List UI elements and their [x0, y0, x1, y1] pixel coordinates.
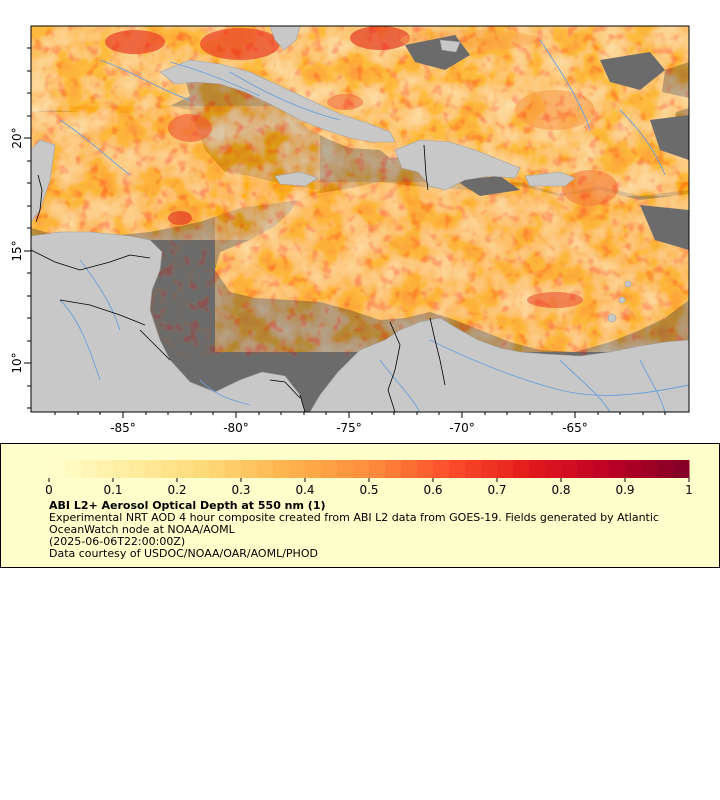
- colorbar-cell: [241, 460, 258, 478]
- colorbar-cell: [657, 460, 674, 478]
- rivers: [59, 39, 689, 412]
- legend-title: ABI L2+ Aerosol Optical Depth at 550 nm …: [49, 499, 326, 512]
- colorbar-cell: [353, 460, 370, 478]
- colorbar-tick-label: 0.9: [615, 483, 634, 497]
- colorbar-cell: [113, 460, 130, 478]
- colorbar-cell: [305, 460, 322, 478]
- colorbar-tick-label: 0.3: [231, 483, 250, 497]
- colorbar-tick-label: 0.6: [423, 483, 442, 497]
- colorbar-tick-label: 0.5: [359, 483, 378, 497]
- colorbar-cell: [225, 460, 242, 478]
- lon-tick-label: -85°: [110, 421, 136, 435]
- colorbar-cell: [273, 460, 290, 478]
- lon-ticks: [54, 412, 666, 418]
- colorbar-cell: [625, 460, 642, 478]
- colorbar-ticks: [48, 478, 690, 482]
- colorbar-cell: [673, 460, 690, 478]
- colorbar-cell: [289, 460, 306, 478]
- nodata-gaps: [405, 35, 689, 250]
- colorbar-cell: [193, 460, 210, 478]
- colorbar-tick-label: 1: [685, 483, 693, 497]
- colorbar-cell: [577, 460, 594, 478]
- colorbar-cell: [145, 460, 162, 478]
- lon-tick-label: -80°: [223, 421, 249, 435]
- lat-major-ticks: [24, 137, 31, 364]
- colorbar-cell: [561, 460, 578, 478]
- colorbar-cell: [497, 460, 514, 478]
- legend-description: Experimental NRT AOD 4 hour composite cr…: [49, 511, 659, 536]
- colorbar-cell: [257, 460, 274, 478]
- lon-tick-label: -65°: [562, 421, 588, 435]
- cuba-land: [159, 59, 396, 143]
- colorbar-tick-label: 0.2: [167, 483, 186, 497]
- colorbar-cell: [481, 460, 498, 478]
- jamaica-land: [274, 171, 319, 187]
- colorbar-tick-label: 0.8: [551, 483, 570, 497]
- colorbar: 0 0.1 0.2 0.3 0.4 0.5 0.6 0.7 0.8 0.9 1: [45, 460, 693, 497]
- colorbar-tick-label: 0: [45, 483, 53, 497]
- lon-tick-label: -70°: [449, 421, 475, 435]
- colorbar-cell: [593, 460, 610, 478]
- lat-tick-label: 20°: [10, 127, 24, 148]
- aod-map: -85° -80° -75° -70° -65° 20° 15° 10°: [10, 25, 690, 435]
- colorbar-cell: [385, 460, 402, 478]
- country-borders: [31, 144, 446, 412]
- map-panel: -85° -80° -75° -70° -65° 20° 15° 10°: [10, 25, 690, 435]
- colorbar-cell: [513, 460, 530, 478]
- south-america-land: [309, 317, 689, 412]
- map-frame: [30, 25, 690, 413]
- colorbar-cell: [177, 460, 194, 478]
- colorbar-cell: [97, 460, 114, 478]
- colorbar-cell: [529, 460, 546, 478]
- colorbar-cell: [449, 460, 466, 478]
- legend-panel: 0 0.1 0.2 0.3 0.4 0.5 0.6 0.7 0.8 0.9 1 ABI L2+ Ae…: [0, 443, 720, 568]
- colorbar-labels: 0 0.1 0.2 0.3 0.4 0.5 0.6 0.7 0.8 0.9 1: [45, 483, 693, 497]
- colorbar-tick-label: 0.1: [103, 483, 122, 497]
- colorbar-cell: [609, 460, 626, 478]
- colorbar-tick-label: 0.4: [295, 483, 314, 497]
- central-america-land: [31, 231, 306, 412]
- colorbar-cell: [321, 460, 338, 478]
- colorbar-cell: [641, 460, 658, 478]
- colorbar-cell: [417, 460, 434, 478]
- legend-timestamp: (2025-06-06T22:00:00Z): [49, 535, 186, 548]
- colorbar-cell: [49, 460, 66, 478]
- colorbar-cell: [401, 460, 418, 478]
- colorbar-cell: [369, 460, 386, 478]
- colorbar-cell: [161, 460, 178, 478]
- lat-tick-label: 10°: [10, 352, 24, 373]
- lat-tick-label: 15°: [10, 240, 24, 261]
- colorbar-cell: [209, 460, 226, 478]
- lon-tick-label: -75°: [336, 421, 362, 435]
- colorbar-cell: [465, 460, 482, 478]
- colorbar-cell: [545, 460, 562, 478]
- colorbar-cell: [337, 460, 354, 478]
- colorbar-cell: [433, 460, 450, 478]
- puerto-rico-land: [524, 171, 576, 187]
- lat-minor-ticks: [27, 47, 31, 409]
- colorbar-cell: [129, 460, 146, 478]
- colorbar-cells: [49, 460, 690, 478]
- legend-credit: Data courtesy of USDOC/NOAA/OAR/AOML/PHO…: [49, 547, 318, 560]
- colorbar-tick-label: 0.7: [487, 483, 506, 497]
- colorbar-cell: [81, 460, 98, 478]
- colorbar-cell: [65, 460, 82, 478]
- legend-text-block: ABI L2+ Aerosol Optical Depth at 550 nm …: [49, 500, 709, 560]
